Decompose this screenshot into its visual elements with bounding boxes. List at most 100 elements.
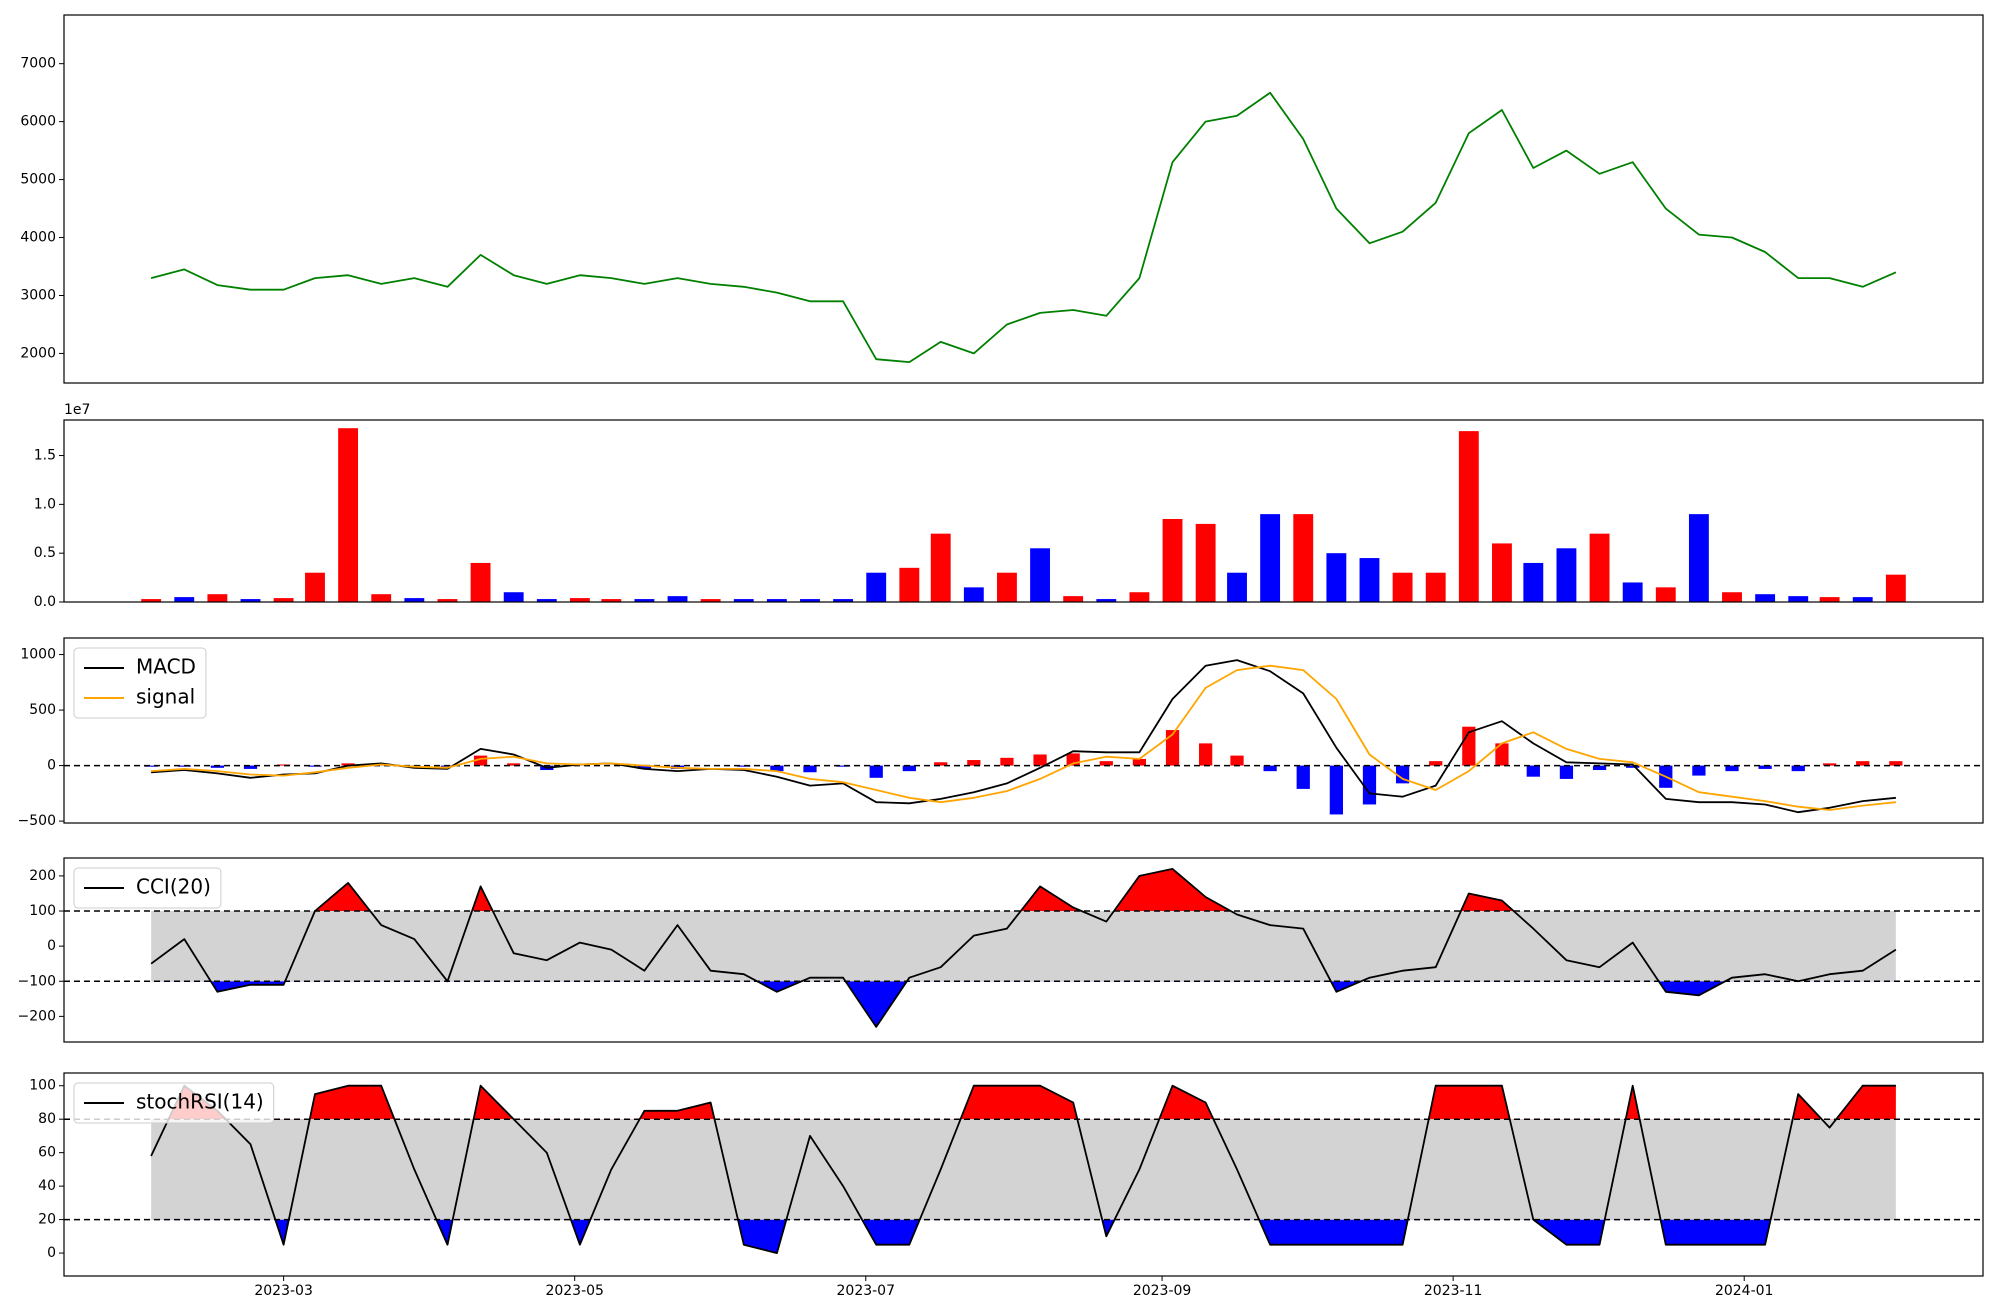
volume-bar — [1359, 558, 1380, 602]
volume-bar — [470, 562, 491, 602]
y-tick-label: 3000 — [20, 287, 56, 303]
plot-frame — [63, 419, 1984, 603]
y-tick-label: 1.5 — [34, 448, 56, 464]
volume-bar — [1063, 596, 1084, 602]
x-tick-label: 2023-05 — [545, 1283, 604, 1299]
volume-bar — [1129, 592, 1150, 602]
histogram-bar — [243, 765, 258, 769]
volume-bar — [601, 599, 622, 602]
volume-bar — [1195, 523, 1216, 602]
histogram-bar — [902, 765, 916, 772]
histogram-bar — [1592, 765, 1607, 771]
y-tick-label: 200 — [29, 868, 56, 884]
y-tick-label: −500 — [18, 813, 56, 829]
volume-bar — [1425, 572, 1446, 602]
volume-bar — [1589, 533, 1610, 602]
plot-frame — [63, 1072, 1984, 1277]
volume-bar — [1096, 599, 1117, 602]
legend-text: CCI(20) — [136, 875, 211, 899]
oscillator-line — [150, 1084, 1896, 1254]
histogram-bar — [1889, 761, 1903, 766]
volume-bar — [273, 598, 294, 602]
y-tick-label: 0 — [47, 1245, 56, 1261]
legend-box — [73, 647, 207, 719]
volume-bar — [1622, 582, 1643, 602]
volume-bar — [1523, 562, 1544, 602]
x-tick-label: 2023-11 — [1424, 1283, 1483, 1299]
histogram-bar — [276, 764, 291, 766]
histogram-bar — [1791, 765, 1805, 772]
series-line — [151, 659, 1896, 814]
histogram-bar — [1626, 765, 1640, 768]
neutral-band — [151, 911, 1896, 982]
legend: MACD signal — [73, 647, 207, 719]
panel: 0 20 40 60 80 100 2023-03 2023-05 2023-07 2023-09… — [29, 1072, 1984, 1299]
volume-bar — [1788, 596, 1809, 602]
y-tick-label: 100 — [29, 1078, 56, 1094]
histogram-bar — [1033, 754, 1047, 766]
volume-bar — [536, 599, 557, 602]
histogram-bar — [1199, 743, 1213, 766]
histogram-bar — [210, 765, 225, 768]
histogram-bar — [1429, 761, 1443, 766]
volume-bar — [1458, 431, 1479, 602]
series-line — [151, 664, 1896, 811]
volume-bar — [338, 428, 359, 602]
y-tick-label: 0.5 — [34, 545, 56, 561]
y-tick-label: 7000 — [20, 56, 56, 72]
volume-bar — [1227, 572, 1247, 602]
volume-bar — [240, 599, 261, 602]
histogram-bar — [770, 765, 784, 772]
volume-bar — [833, 599, 854, 602]
y-tick-label: 40 — [38, 1178, 56, 1194]
histogram-bar — [341, 763, 355, 766]
histogram-bar — [1132, 758, 1147, 766]
plot-frame — [63, 637, 1984, 824]
oscillator-line — [150, 868, 1897, 1028]
legend-box — [73, 867, 222, 909]
plot-frame — [63, 857, 1984, 1043]
volume-bar — [1260, 514, 1281, 602]
histogram-bar — [737, 765, 751, 767]
y-tick-label: 500 — [29, 702, 56, 718]
volume-bar — [766, 599, 787, 602]
y-tick-label: 0.0 — [34, 594, 56, 610]
y-tick-label: 60 — [38, 1145, 56, 1161]
y-tick-label: −200 — [18, 1008, 56, 1024]
legend: CCI(20) — [73, 867, 222, 909]
y-tick-label: 1.0 — [34, 496, 56, 512]
y-tick-label: 5000 — [20, 172, 56, 188]
y-tick-label: 20 — [38, 1212, 56, 1228]
volume-bar — [1392, 572, 1413, 602]
volume-bar — [1852, 597, 1873, 602]
x-tick-label: 2023-09 — [1133, 1283, 1192, 1299]
volume-bar — [1688, 514, 1709, 602]
y-tick-label: 2000 — [20, 345, 56, 361]
histogram-bar — [1000, 757, 1014, 766]
overbought-fill — [151, 1085, 1896, 1120]
x-tick-label: 2023-07 — [837, 1283, 896, 1299]
histogram-bar — [934, 762, 948, 766]
histogram-bar — [637, 765, 652, 769]
volume-bar — [634, 599, 655, 602]
volume-bar — [305, 572, 325, 602]
histogram-bar — [144, 765, 158, 767]
neutral-band — [151, 1119, 1896, 1220]
histogram-bar — [1165, 730, 1180, 766]
panel: −200 −100 0 100 200 — [18, 857, 1984, 1043]
legend: stochRSI(14) — [73, 1082, 275, 1124]
histogram-bar — [1362, 765, 1377, 805]
volume-bar — [667, 596, 688, 602]
histogram-bar — [803, 765, 817, 773]
volume-bar — [1755, 594, 1776, 602]
histogram-bar — [507, 763, 521, 766]
volume-bar — [1722, 592, 1742, 602]
volume-bar — [1162, 519, 1183, 602]
histogram-bar — [1822, 763, 1837, 766]
legend-text: stochRSI(14) — [136, 1090, 264, 1114]
y-tick-label: −100 — [18, 973, 56, 989]
volume-bar — [1293, 514, 1314, 602]
histogram-bar — [1758, 765, 1772, 769]
volume-bar — [404, 598, 425, 602]
panel: 2000 3000 4000 5000 6000 7000 — [20, 14, 1984, 384]
